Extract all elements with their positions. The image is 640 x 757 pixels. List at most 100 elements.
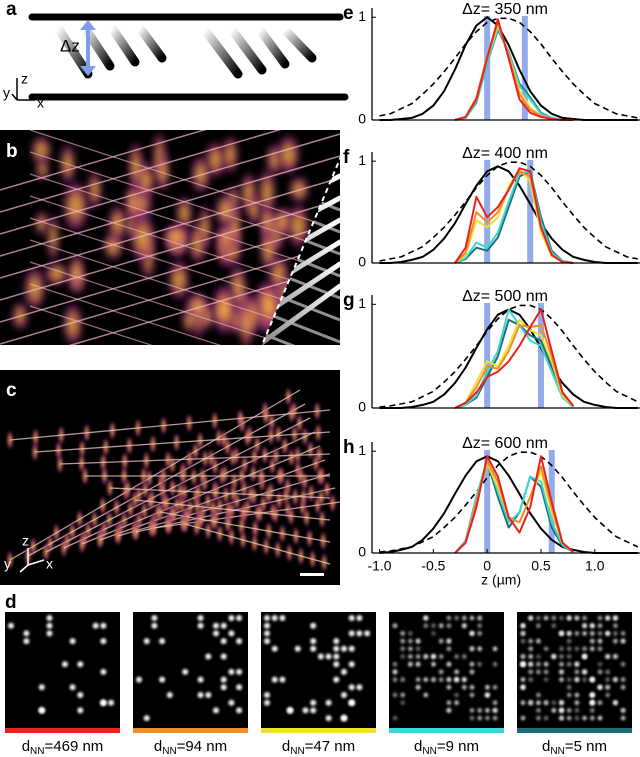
spot bbox=[520, 623, 526, 628]
spot bbox=[574, 661, 580, 667]
profile-line bbox=[454, 170, 574, 264]
profile-line bbox=[454, 18, 574, 121]
spot bbox=[520, 654, 526, 659]
rod bbox=[227, 25, 267, 75]
spot bbox=[356, 684, 363, 691]
spot bbox=[620, 708, 626, 713]
spot bbox=[213, 630, 219, 637]
caption-part: =5 nm bbox=[565, 738, 607, 755]
spot bbox=[213, 622, 219, 629]
spot bbox=[605, 677, 610, 682]
spot bbox=[77, 692, 84, 698]
spot bbox=[574, 692, 580, 698]
image-caption: dNN=469 nm bbox=[22, 738, 104, 757]
spot bbox=[46, 615, 53, 621]
spot bbox=[220, 684, 227, 691]
image bbox=[261, 612, 376, 728]
spot bbox=[590, 677, 595, 682]
spot bbox=[528, 654, 533, 659]
spot bbox=[400, 654, 406, 659]
profile-line bbox=[454, 318, 575, 409]
spot bbox=[462, 615, 467, 621]
filament bbox=[63, 431, 316, 549]
image bbox=[389, 612, 504, 728]
spot bbox=[582, 677, 587, 682]
blob bbox=[276, 132, 301, 177]
profile-line bbox=[454, 308, 575, 409]
blob bbox=[157, 502, 163, 522]
spot bbox=[520, 661, 526, 667]
profile-line bbox=[379, 304, 639, 408]
caption-part: d bbox=[282, 738, 290, 755]
position-marker bbox=[484, 303, 491, 408]
blob bbox=[238, 298, 254, 345]
spot bbox=[559, 654, 564, 659]
caption-part: =9 nm bbox=[437, 738, 479, 755]
spot bbox=[302, 707, 309, 714]
spot bbox=[590, 715, 595, 721]
caption-part: =94 nm bbox=[177, 738, 227, 755]
spot bbox=[566, 646, 572, 652]
spot bbox=[469, 715, 475, 721]
spot bbox=[408, 631, 413, 636]
rod bbox=[255, 25, 290, 69]
panel-label: d bbox=[5, 592, 17, 613]
spot bbox=[364, 630, 371, 637]
spot bbox=[597, 615, 603, 621]
spot bbox=[392, 669, 398, 675]
spot bbox=[446, 623, 452, 628]
spot bbox=[590, 700, 595, 705]
y-tick-label: 1 bbox=[358, 442, 366, 458]
blob bbox=[161, 223, 190, 250]
blob bbox=[213, 191, 238, 230]
rod bbox=[135, 23, 167, 63]
spot bbox=[69, 684, 76, 691]
spot bbox=[38, 707, 45, 714]
caption-part: =469 nm bbox=[45, 738, 104, 755]
spot bbox=[356, 630, 363, 637]
profile-line bbox=[454, 324, 575, 409]
spot bbox=[536, 715, 541, 721]
profile-line bbox=[454, 460, 574, 554]
spot bbox=[197, 692, 204, 698]
panel-label: h bbox=[343, 437, 355, 458]
spot bbox=[536, 661, 541, 667]
y-tick-label: 1 bbox=[358, 8, 366, 24]
spot bbox=[574, 708, 580, 713]
spot bbox=[613, 700, 618, 705]
spot bbox=[613, 638, 618, 644]
y-tick-label: 0 bbox=[358, 544, 366, 560]
spot bbox=[520, 631, 526, 636]
spot bbox=[454, 669, 459, 675]
spot bbox=[559, 677, 564, 682]
chart-title: Δz= 500 nm bbox=[462, 288, 548, 305]
spot bbox=[415, 654, 421, 659]
position-marker bbox=[527, 160, 534, 263]
panel-label: b bbox=[6, 141, 18, 162]
spot bbox=[423, 677, 429, 682]
spot bbox=[597, 685, 603, 690]
filament bbox=[0, 130, 341, 213]
caption-part: d bbox=[22, 738, 30, 755]
spot bbox=[566, 692, 572, 698]
spot bbox=[23, 638, 30, 645]
color-bar bbox=[517, 728, 632, 733]
blob bbox=[211, 281, 237, 338]
spot bbox=[536, 623, 541, 628]
rod bbox=[280, 25, 317, 63]
spot bbox=[151, 622, 158, 629]
spot bbox=[613, 615, 618, 621]
spot bbox=[236, 684, 243, 691]
blob bbox=[43, 261, 70, 287]
spot bbox=[423, 615, 429, 621]
spot bbox=[469, 661, 475, 667]
rod bbox=[262, 204, 341, 278]
spot bbox=[485, 715, 490, 721]
spot bbox=[415, 646, 421, 652]
spot bbox=[477, 646, 483, 652]
filament bbox=[0, 133, 341, 235]
spot bbox=[415, 638, 421, 644]
divider bbox=[261, 129, 353, 346]
spot bbox=[597, 715, 603, 721]
spot bbox=[520, 700, 526, 705]
